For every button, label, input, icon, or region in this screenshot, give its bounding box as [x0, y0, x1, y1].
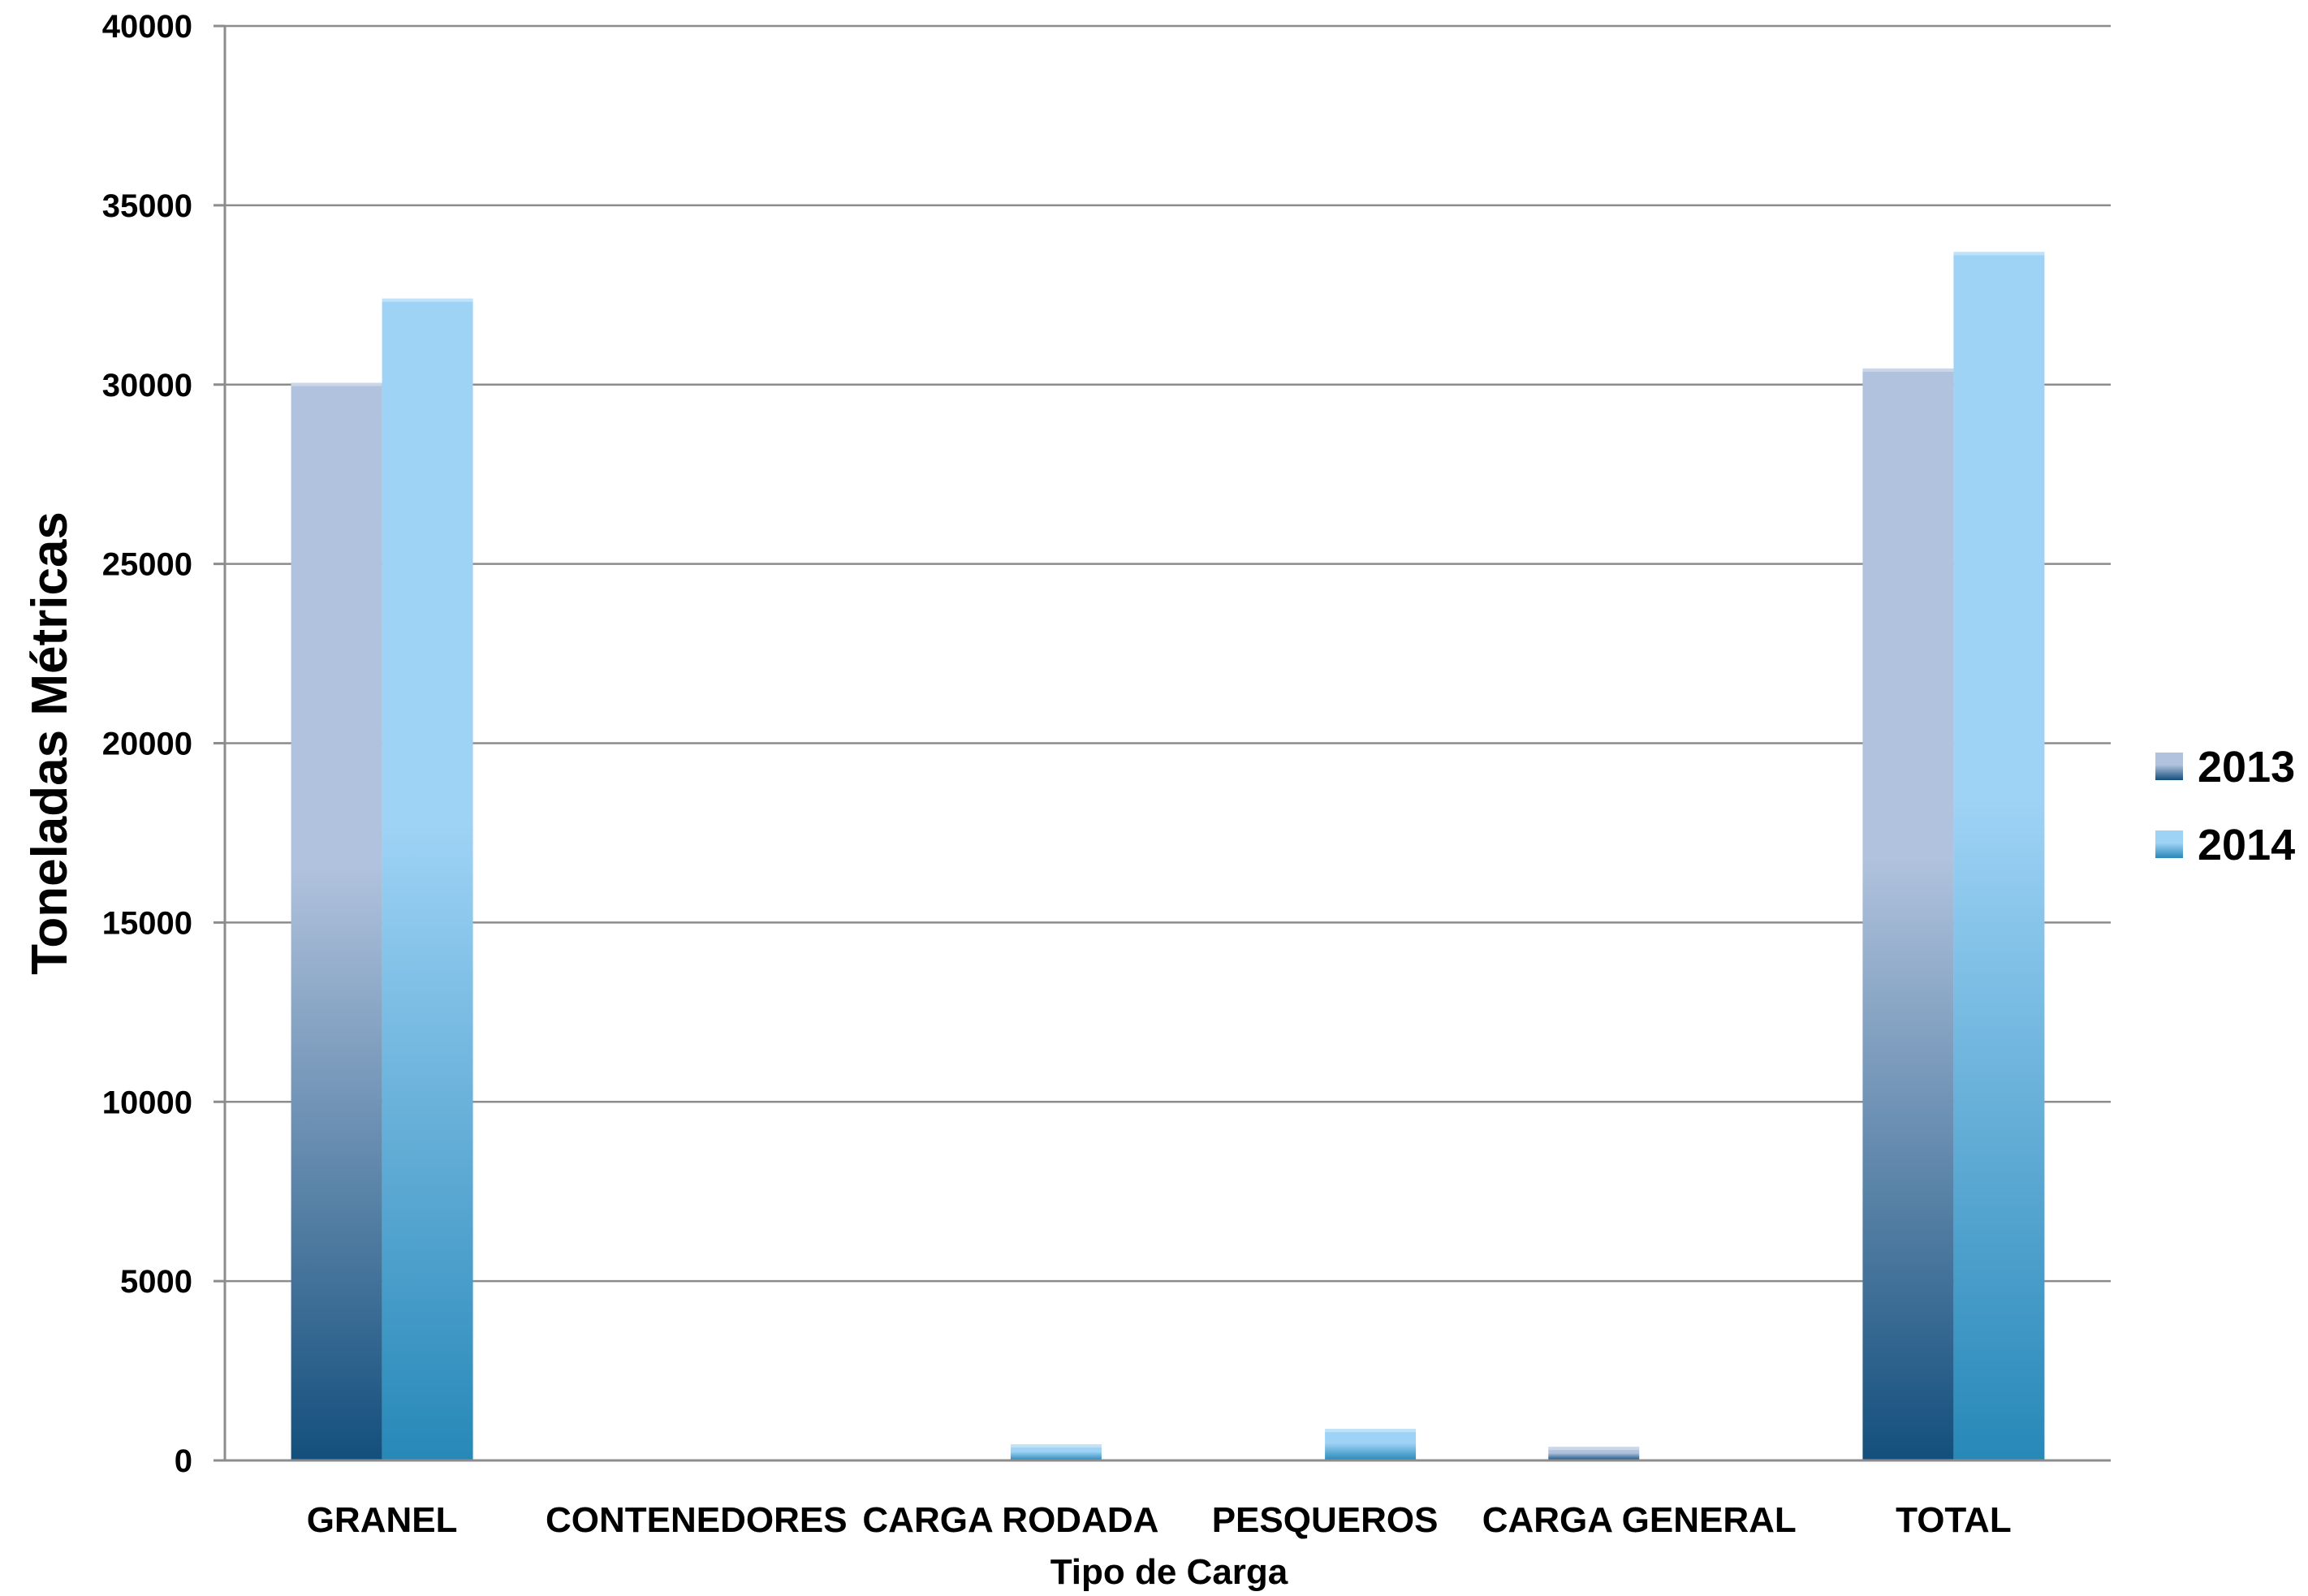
legend-label-2013: 2013	[2198, 743, 2295, 792]
y-tick-label: 10000	[102, 1085, 192, 1120]
y-tick-label: 20000	[102, 727, 192, 762]
bar-highlight	[1325, 1429, 1417, 1433]
bar-2013-granel	[291, 382, 382, 1460]
bar-highlight	[382, 298, 473, 302]
bar-highlight	[1010, 1444, 1102, 1448]
x-axis-title: Tipo de Carga	[1050, 1552, 1288, 1592]
bar-2014-carga-rodada	[1010, 1444, 1102, 1460]
x-category-label: TOTAL	[1896, 1500, 2012, 1540]
legend-swatch-2014	[2155, 830, 2183, 858]
bar-2014-total	[1953, 252, 2045, 1460]
bars	[291, 252, 2045, 1461]
labels: 0 5000 10000 15000 20000 25000 30000 35000 40000…	[22, 9, 2012, 1592]
bar-highlight	[291, 382, 382, 386]
bar-2014-pesqueros	[1325, 1429, 1417, 1460]
axes	[214, 24, 2111, 1462]
x-category-label: CARGA GENERAL	[1482, 1500, 1797, 1540]
legend: 2013 2014	[2155, 743, 2295, 869]
bar-highlight	[1953, 252, 2045, 256]
y-tick-label: 35000	[102, 188, 192, 224]
y-tick-label: 30000	[102, 368, 192, 403]
x-category-label: CONTENEDORES	[546, 1500, 848, 1540]
legend-label-2014: 2014	[2198, 821, 2295, 869]
x-category-label: PESQUEROS	[1212, 1500, 1439, 1540]
y-tick-label: 25000	[102, 547, 192, 583]
bar-2014-granel	[382, 298, 473, 1461]
bar-2013-total	[1862, 368, 1954, 1461]
y-tick-label: 0	[175, 1443, 192, 1479]
bar-2013-carga-general	[1548, 1447, 1640, 1460]
x-category-label: GRANEL	[307, 1500, 458, 1540]
bar-highlight	[1862, 368, 1954, 372]
y-axis-title: Toneladas Métricas	[22, 511, 78, 975]
bar-highlight	[1548, 1447, 1640, 1451]
y-tick-label: 15000	[102, 905, 192, 941]
legend-swatch-2013	[2155, 753, 2183, 780]
x-category-label: CARGA RODADA	[862, 1500, 1158, 1540]
y-tick-label: 40000	[102, 9, 192, 45]
y-tick-label: 5000	[120, 1264, 192, 1300]
gridlines	[225, 24, 2111, 1283]
